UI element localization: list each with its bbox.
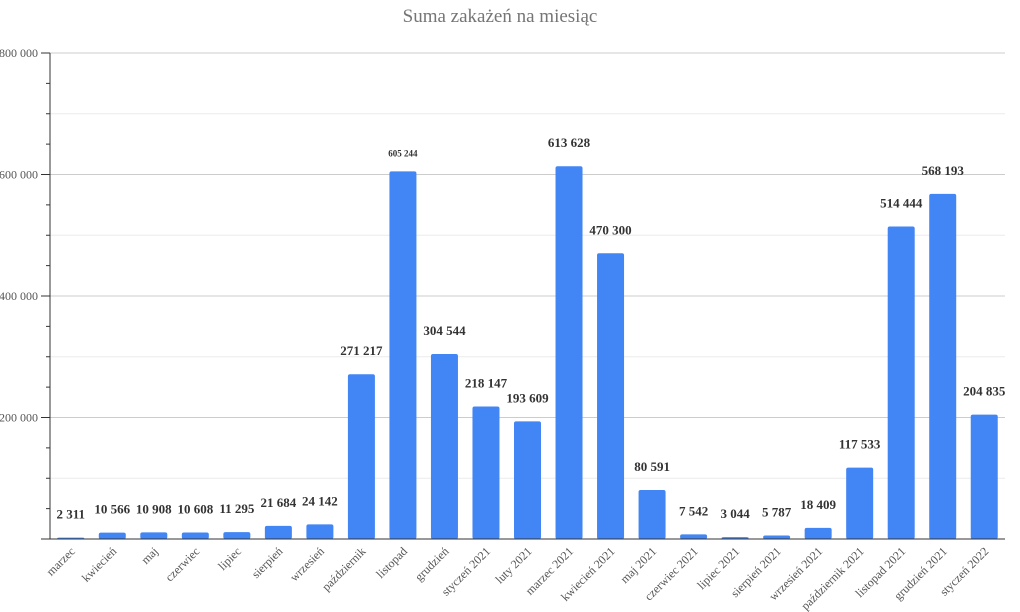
bar-3: [181, 532, 209, 539]
data-label-5: 21 684: [260, 495, 296, 510]
data-label-22: 204 835: [963, 384, 1006, 399]
data-label-1: 10 566: [94, 502, 130, 517]
bar-14: [638, 490, 666, 539]
data-label-8: 605 244: [388, 148, 418, 158]
data-label-6: 24 142: [302, 493, 338, 508]
x-tick-label-2: maj: [138, 544, 161, 567]
bar-21: [929, 193, 957, 539]
x-tick-label-5: sierpień: [249, 544, 286, 581]
data-label-15: 7 542: [679, 503, 708, 518]
data-label-0: 2 311: [56, 507, 85, 522]
data-label-2: 10 908: [136, 501, 172, 516]
data-label-11: 193 609: [506, 390, 549, 405]
bar-6: [306, 524, 334, 539]
bar-5: [264, 525, 292, 539]
data-label-7: 271 217: [340, 343, 383, 358]
x-tick-label-4: lipiec: [215, 544, 244, 573]
data-label-18: 18 409: [800, 497, 836, 512]
data-label-21: 568 193: [922, 163, 965, 178]
bar-4: [223, 532, 251, 539]
data-label-4: 11 295: [219, 501, 255, 516]
chart-title: Suma zakażeń na miesiąc: [403, 6, 598, 27]
x-tick-label-14: maj 2021: [617, 544, 659, 586]
data-label-20: 514 444: [880, 195, 923, 210]
x-tick-label-3: czerwiec: [162, 544, 202, 584]
y-axis: 200 000 400 000 600 000 800 000: [0, 46, 51, 540]
bar-7: [347, 374, 375, 539]
data-label-10: 218 147: [465, 375, 508, 390]
bar-12: [555, 166, 583, 539]
data-label-19: 117 533: [839, 437, 881, 452]
y-tick-label: 800 000: [0, 46, 38, 60]
data-label-17: 5 787: [762, 504, 792, 519]
x-tick-label-11: luty 2021: [492, 544, 534, 586]
bar-17: [763, 535, 791, 539]
y-tick-label: 600 000: [0, 168, 38, 182]
x-tick-label-7: październik: [319, 544, 368, 593]
bar-8: [389, 171, 417, 539]
gridlines: [50, 52, 1005, 479]
bars: [57, 166, 998, 539]
x-tick-label-1: kwiecień: [79, 544, 120, 585]
data-label-13: 470 300: [589, 222, 631, 237]
x-tick-label-0: marzec: [43, 544, 77, 578]
bar-13: [597, 253, 625, 539]
x-tick-label-6: wrzesień: [287, 544, 327, 584]
data-label-9: 304 544: [423, 323, 466, 338]
bar-11: [514, 421, 541, 539]
data-label-16: 3 044: [720, 506, 750, 521]
x-tick-label-9: grudzień: [412, 544, 452, 584]
bar-10: [472, 406, 500, 539]
x-tick-label-8: listopad: [373, 544, 410, 581]
x-axis: marzec kwiecień maj czerwiec lipiec sierpień w…: [43, 538, 1005, 612]
y-tick-label: 400 000: [0, 289, 38, 303]
bar-1: [98, 532, 126, 539]
bar-9: [430, 353, 458, 539]
y-tick-label: 200 000: [0, 411, 38, 425]
data-label-14: 80 591: [634, 459, 670, 474]
data-label-3: 10 608: [177, 502, 213, 517]
bar-20: [887, 226, 915, 539]
data-labels: 2 311 10 566 10 908 10 608 11 295 21 684 24 14…: [56, 135, 1005, 521]
bar-22: [970, 414, 998, 539]
bar-2: [140, 532, 168, 539]
bar-19: [846, 467, 874, 539]
bar-18: [804, 527, 832, 539]
data-label-12: 613 628: [548, 135, 591, 150]
bar-15: [680, 534, 708, 539]
